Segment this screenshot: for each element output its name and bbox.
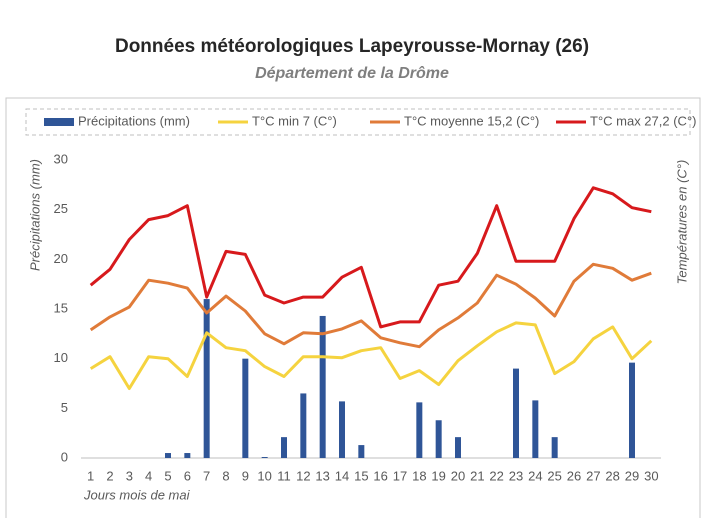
x-tick-label: 20 (451, 468, 465, 483)
y-tick-label: 5 (61, 400, 68, 415)
line-series (89, 321, 653, 390)
x-tick-label: 18 (412, 468, 426, 483)
x-tick-label: 22 (489, 468, 503, 483)
bar (319, 315, 326, 458)
x-tick-label: 4 (145, 468, 152, 483)
bar (455, 437, 461, 458)
x-tick-label: 10 (257, 468, 271, 483)
bar (165, 453, 171, 458)
bar (184, 453, 191, 458)
x-tick-label: 16 (373, 468, 387, 483)
x-tick-label: 3 (126, 468, 133, 483)
x-tick-label: 30 (644, 468, 658, 483)
bar (551, 437, 558, 458)
x-tick-label: 7 (203, 468, 210, 483)
x-tick-label: 17 (393, 468, 407, 483)
x-tick-label: 11 (277, 468, 291, 483)
x-tick-label: 24 (528, 468, 542, 483)
y-tick-label: 0 (61, 449, 68, 464)
x-tick-label: 9 (242, 468, 249, 483)
x-tick-label: 12 (296, 468, 310, 483)
bar (629, 362, 635, 458)
bar (203, 299, 210, 458)
x-tick-label: 5 (164, 468, 171, 483)
legend-label: T°C min 7 (C°) (252, 113, 337, 128)
legend-label: Précipitations (mm) (78, 113, 190, 128)
x-tick-label: 29 (625, 468, 639, 483)
y-tick-label: 25 (54, 201, 68, 216)
bar (281, 437, 287, 458)
bar (532, 400, 539, 458)
x-tick-label: 21 (470, 468, 484, 483)
x-tick-label: 19 (431, 468, 445, 483)
bar (513, 368, 519, 458)
x-tick-label: 26 (567, 468, 581, 483)
line-series (89, 186, 652, 329)
line-series (89, 262, 652, 349)
bar (416, 402, 423, 458)
x-tick-label: 28 (605, 468, 619, 483)
x-tick-label: 25 (547, 468, 561, 483)
x-tick-label: 8 (222, 468, 229, 483)
y-axis-label: Précipitations (mm) (27, 159, 42, 271)
bar (435, 420, 442, 458)
x-tick-label: 15 (354, 468, 368, 483)
chart-title: Données météorologiques Lapeyrousse-Morn… (115, 36, 589, 57)
legend-box (25, 108, 691, 136)
legend-label: T°C max 27,2 (C°) (590, 113, 696, 128)
x-tick-label: 6 (184, 468, 191, 483)
y-tick-label: 30 (54, 151, 68, 166)
chart-subtitle: Département de la Drôme (255, 65, 449, 82)
x-tick-label: 1 (87, 468, 94, 483)
legend-swatch (44, 118, 74, 126)
x-tick-label: 14 (335, 468, 349, 483)
x-tick-label: 23 (509, 468, 523, 483)
y2-axis-label: Températures en (C°) (674, 160, 689, 285)
bar (242, 358, 249, 458)
x-tick-label: 27 (586, 468, 600, 483)
x-tick-label: 2 (106, 468, 113, 483)
legend-label: T°C moyenne 15,2 (C°) (404, 113, 539, 128)
bar (358, 445, 365, 458)
y-tick-label: 15 (54, 300, 68, 315)
y-tick-label: 10 (54, 350, 68, 365)
bar (300, 393, 307, 458)
x-tick-label: 13 (315, 468, 329, 483)
bar (339, 401, 345, 458)
x-axis-label: Jours mois de mai (83, 487, 191, 502)
bar (261, 457, 268, 458)
y-tick-label: 20 (54, 251, 68, 266)
chart-frame (5, 97, 701, 523)
